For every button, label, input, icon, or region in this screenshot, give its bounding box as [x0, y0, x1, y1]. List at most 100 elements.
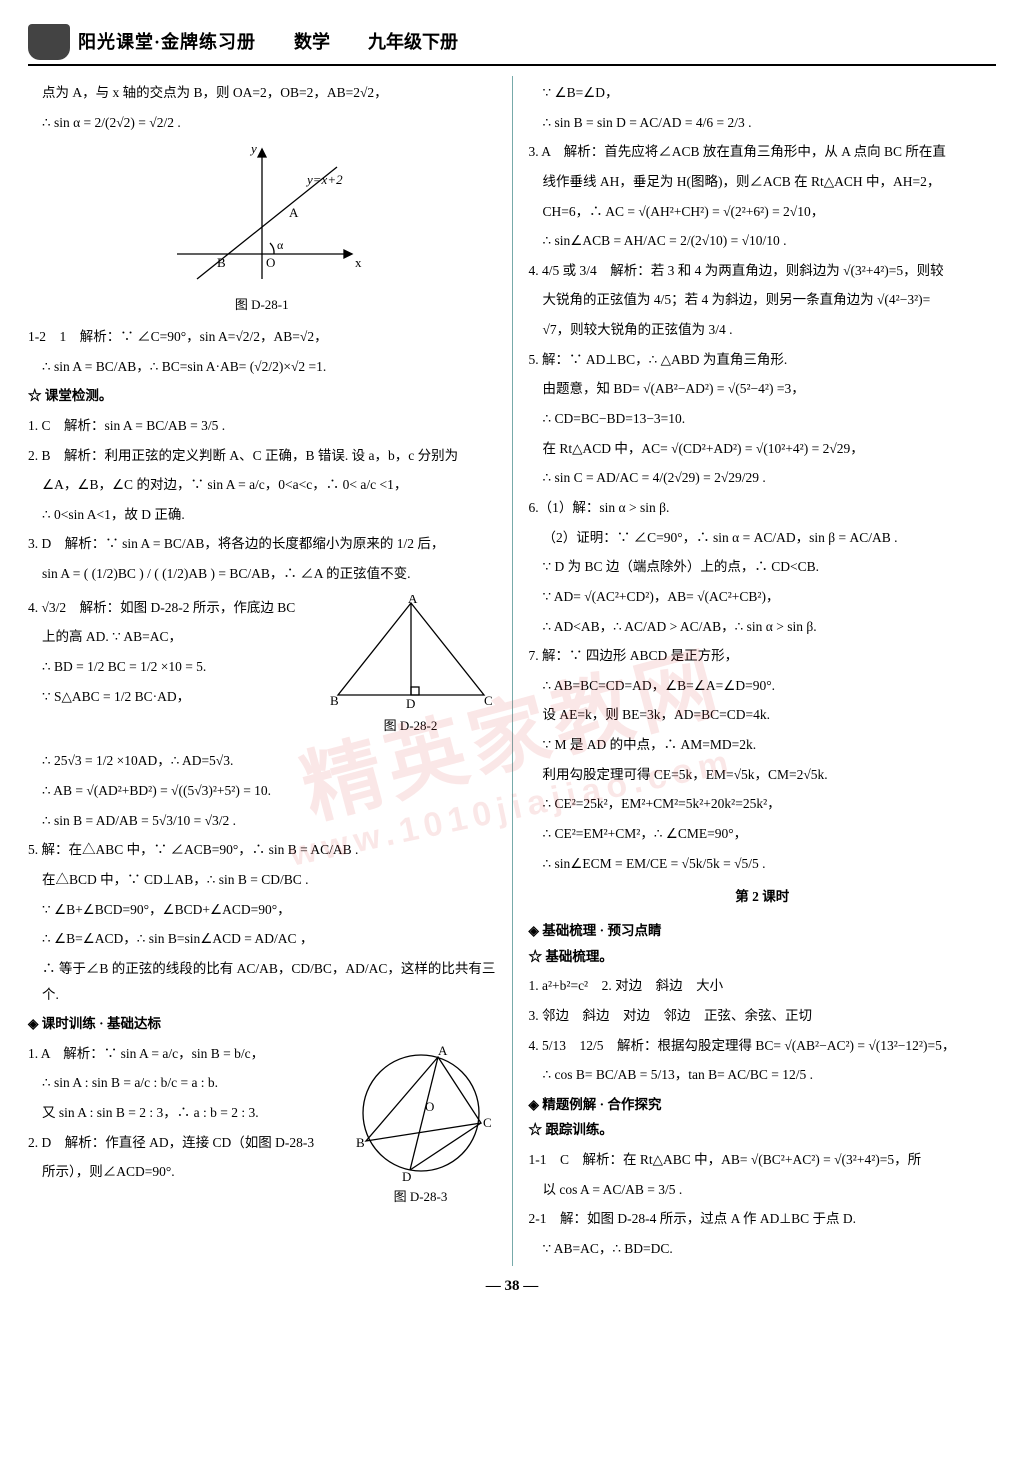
- l-q5a: 5. 解：在△ABC 中，∵ ∠ACB=90°，∴ sin B = AC/AB …: [28, 837, 496, 863]
- r7h: ∴ sin∠ECM = EM/CE = √5k/5k = √5/5 .: [529, 851, 997, 877]
- c2b: ∵ AB=AC，∴ BD=DC.: [529, 1236, 997, 1262]
- l-t2a: 2. D 解析：作直径 AD，连接 CD（如图 D-28-3: [28, 1130, 340, 1156]
- l-q4d: ∵ S△ABC = 1/2 BC·AD，: [28, 684, 320, 710]
- r3d: ∴ sin∠ACB = AH/AC = 2/(2√10) = √10/10 .: [529, 228, 997, 254]
- r4c: √7，则较大锐角的正弦值为 3/4 .: [529, 317, 997, 343]
- svg-text:y: y: [249, 141, 257, 156]
- l-q2b: ∠A，∠B，∠C 的对边，∵ sin A = a/c，0<a<c，∴ 0< a/…: [28, 472, 496, 498]
- r6b: （2）证明：∵ ∠C=90°，∴ sin α = AC/AD，sin β = A…: [529, 525, 997, 551]
- page-header: 阳光课堂·金牌练习册 数学 九年级下册: [28, 18, 996, 66]
- svg-text:O: O: [425, 1099, 434, 1114]
- svg-text:x: x: [355, 255, 362, 270]
- r4b: 大锐角的正弦值为 4/5；若 4 为斜边，则另一条直角边为 √(4²−3²)=: [529, 287, 997, 313]
- c1b: 以 cos A = AC/AB = 3/5 .: [529, 1177, 997, 1203]
- c2a: 2-1 解：如图 D-28-4 所示，过点 A 作 AD⊥BC 于点 D.: [529, 1206, 997, 1232]
- svg-text:A: A: [408, 595, 418, 606]
- r0a: ∵ ∠B=∠D，: [529, 80, 997, 106]
- l-p0b: ∴ sin α = 2/(2√2) = √2/2 .: [28, 110, 496, 136]
- header-brand: 阳光课堂·金牌练习册: [78, 25, 256, 59]
- logo-icon: [28, 24, 70, 60]
- l-t1b: ∴ sin A : sin B = a/c : b/c = a : b.: [28, 1070, 340, 1096]
- right-column: ∵ ∠B=∠D， ∴ sin B = sin D = AC/AD = 4/6 =…: [529, 76, 997, 1266]
- sec-jichu: ◈ 基础梳理 · 预习点睛: [529, 918, 997, 944]
- l-q2c: ∴ 0<sin A<1，故 D 正确.: [28, 502, 496, 528]
- page-number: — 38 —: [28, 1272, 996, 1301]
- svg-text:B: B: [217, 255, 226, 270]
- r5c: ∴ CD=BC−BD=13−3=10.: [529, 406, 997, 432]
- figure-d-28-1: x y y=x+2 A B O α: [157, 139, 367, 289]
- svg-text:O: O: [266, 255, 275, 270]
- svg-text:B: B: [330, 693, 339, 708]
- left-column: 点为 A，与 x 轴的交点为 B，则 OA=2，OB=2，AB=2√2， ∴ s…: [28, 76, 496, 1266]
- svg-text:y=x+2: y=x+2: [305, 172, 343, 187]
- r5e: ∴ sin C = AD/AC = 4/(2√29) = 2√29/29 .: [529, 465, 997, 491]
- l-q5b: 在△BCD 中，∵ CD⊥AB，∴ sin B = CD/BC .: [28, 867, 496, 893]
- b4b: ∴ cos B= BC/AB = 5/13，tan B= AC/BC = 12/…: [529, 1062, 997, 1088]
- l-q4f: ∴ AB = √(AD²+BD²) = √((5√3)²+5²) = 10.: [28, 778, 496, 804]
- r5b: 由题意，知 BD= √(AB²−AD²) = √(5²−4²) =3，: [529, 376, 997, 402]
- fig3-caption: 图 D-28-3: [346, 1185, 496, 1210]
- r7c: 设 AE=k，则 BE=3k，AD=BC=CD=4k.: [529, 702, 997, 728]
- svg-text:C: C: [483, 1115, 492, 1130]
- r7g: ∴ CE²=EM²+CM²，∴ ∠CME=90°，: [529, 821, 997, 847]
- l-q4c: ∴ BD = 1/2 BC = 1/2 ×10 = 5.: [28, 654, 320, 680]
- svg-text:α: α: [277, 238, 284, 252]
- r6c: ∵ D 为 BC 边（端点除外）上的点，∴ CD<CB.: [529, 554, 997, 580]
- svg-text:C: C: [484, 693, 493, 708]
- l-p0: 点为 A，与 x 轴的交点为 B，则 OA=2，OB=2，AB=2√2，: [28, 80, 496, 106]
- column-divider: [512, 76, 513, 1266]
- svg-text:D: D: [402, 1169, 411, 1181]
- b3: 3. 邻边 斜边 对边 邻边 正弦、余弦、正切: [529, 1003, 997, 1029]
- c1a: 1-1 C 解析：在 Rt△ABC 中，AB= √(BC²+AC²) = √(3…: [529, 1147, 997, 1173]
- sec-keshi: ◈ 课时训练 · 基础达标: [28, 1011, 496, 1037]
- fig2-caption: 图 D-28-2: [326, 714, 496, 739]
- sec-jingti: ◈ 精题例解 · 合作探究: [529, 1092, 997, 1118]
- star-jichu: ☆ 基础梳理。: [529, 944, 997, 970]
- r3c: CH=6，∴ AC = √(AH²+CH²) = √(2²+6²) = 2√10…: [529, 199, 997, 225]
- l-12b: ∴ sin A = BC/AB，∴ BC=sin A·AB= (√2/2)×√2…: [28, 354, 496, 380]
- r3a: 3. A 解析：首先应将∠ACB 放在直角三角形中，从 A 点向 BC 所在直: [529, 139, 997, 165]
- l-t2b: 所示），则∠ACD=90°.: [28, 1159, 340, 1185]
- l-q4b: 上的高 AD. ∵ AB=AC，: [28, 624, 320, 650]
- l-q3b: sin A = ( (1/2)BC ) / ( (1/2)AB ) = BC/A…: [28, 561, 496, 587]
- l-t1c: 又 sin A : sin B = 2 : 3，∴ a : b = 2 : 3.: [28, 1100, 340, 1126]
- r6e: ∴ AD<AB，∴ AC/AD > AC/AB，∴ sin α > sin β.: [529, 614, 997, 640]
- header-subject: 数学: [294, 25, 330, 59]
- l-q5c: ∵ ∠B+∠BCD=90°，∠BCD+∠ACD=90°，: [28, 897, 496, 923]
- figure-d-28-3: A B C D O: [346, 1041, 496, 1181]
- r7e: 利用勾股定理可得 CE=5k，EM=√5k，CM=2√5k.: [529, 762, 997, 788]
- l-q2a: 2. B 解析：利用正弦的定义判断 A、C 正确，B 错误. 设 a，b，c 分…: [28, 443, 496, 469]
- header-grade: 九年级下册: [368, 25, 458, 59]
- svg-text:A: A: [438, 1043, 448, 1058]
- r4a: 4. 4/5 或 3/4 解析：若 3 和 4 为两直角边，则斜边为 √(3²+…: [529, 258, 997, 284]
- r0b: ∴ sin B = sin D = AC/AD = 4/6 = 2/3 .: [529, 110, 997, 136]
- svg-text:A: A: [289, 205, 299, 220]
- l-q4a: 4. √3/2 解析：如图 D-28-2 所示，作底边 BC: [28, 595, 320, 621]
- r5a: 5. 解：∵ AD⊥BC，∴ △ABD 为直角三角形.: [529, 347, 997, 373]
- l-q1: 1. C 解析：sin A = BC/AB = 3/5 .: [28, 413, 496, 439]
- sec-classtest: ☆ 课堂检测。: [28, 383, 496, 409]
- l-q5e: ∴ 等于∠B 的正弦的线段的比有 AC/AB，CD/BC，AD/AC，这样的比共…: [28, 956, 496, 1007]
- fig1-caption: 图 D-28-1: [28, 293, 496, 318]
- figure-d-28-2: A B C D: [326, 595, 496, 710]
- l-q4g: ∴ sin B = AD/AB = 5√3/10 = √3/2 .: [28, 808, 496, 834]
- star-genzong: ☆ 跟踪训练。: [529, 1117, 997, 1143]
- r3b: 线作垂线 AH，垂足为 H(图略)，则∠ACB 在 Rt△ACH 中，AH=2，: [529, 169, 997, 195]
- r5d: 在 Rt△ACD 中，AC= √(CD²+AD²) = √(10²+4²) = …: [529, 436, 997, 462]
- l-q5d: ∴ ∠B=∠ACD，∴ sin B=sin∠ACD = AD/AC ，: [28, 926, 496, 952]
- r6d: ∵ AD= √(AC²+CD²)，AB= √(AC²+CB²)，: [529, 584, 997, 610]
- r7d: ∵ M 是 AD 的中点，∴ AM=MD=2k.: [529, 732, 997, 758]
- b4a: 4. 5/13 12/5 解析：根据勾股定理得 BC= √(AB²−AC²) =…: [529, 1033, 997, 1059]
- svg-text:D: D: [406, 696, 415, 710]
- lesson-2: 第 2 课时: [529, 884, 997, 910]
- l-q4e: ∴ 25√3 = 1/2 ×10AD，∴ AD=5√3.: [28, 748, 496, 774]
- l-q3a: 3. D 解析：∵ sin A = BC/AB，将各边的长度都缩小为原来的 1/…: [28, 531, 496, 557]
- r7a: 7. 解：∵ 四边形 ABCD 是正方形，: [529, 643, 997, 669]
- l-12a: 1-2 1 解析：∵ ∠C=90°，sin A=√2/2，AB=√2，: [28, 324, 496, 350]
- l-t1a: 1. A 解析：∵ sin A = a/c，sin B = b/c，: [28, 1041, 340, 1067]
- r6a: 6.（1）解：sin α > sin β.: [529, 495, 997, 521]
- r7b: ∴ AB=BC=CD=AD，∠B=∠A=∠D=90°.: [529, 673, 997, 699]
- svg-text:B: B: [356, 1135, 365, 1150]
- b1: 1. a²+b²=c² 2. 对边 斜边 大小: [529, 973, 997, 999]
- r7f: ∴ CE²=25k²，EM²+CM²=5k²+20k²=25k²，: [529, 791, 997, 817]
